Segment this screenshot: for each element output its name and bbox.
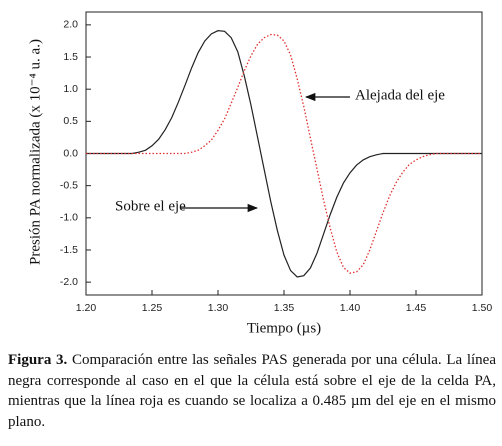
y-tick-label: 0.5 xyxy=(63,115,78,127)
series-line xyxy=(86,30,482,278)
y-tick-label: -1.0 xyxy=(60,212,78,224)
x-tick-label: 1.25 xyxy=(142,302,163,314)
x-tick-label: 1.20 xyxy=(76,302,97,314)
caption-text: Comparación entre las señales PAS genera… xyxy=(8,352,496,430)
y-tick-label: -1.5 xyxy=(60,244,78,256)
x-tick-label: 1.40 xyxy=(340,302,361,314)
y-tick-label: -0.5 xyxy=(60,179,78,191)
y-tick-label: 1.5 xyxy=(63,51,78,63)
x-axis-label: Tiempo (µs) xyxy=(247,320,321,336)
y-tick-label: -2.0 xyxy=(60,276,78,288)
x-tick-label: 1.50 xyxy=(472,302,493,314)
x-tick-label: 1.30 xyxy=(208,302,229,314)
caption-label: Figura 3. xyxy=(8,352,68,368)
chart: Tiempo (µs) Presión PA normalizada (x 10… xyxy=(27,11,493,336)
y-tick-label: 2.0 xyxy=(63,19,78,31)
y-axis-label: Presión PA normalizada (x 10⁻⁴ u. a.) xyxy=(27,39,43,265)
y-tick-label: 1.0 xyxy=(63,83,78,95)
annotation: Alejada del eje xyxy=(355,87,445,103)
caption: Figura 3. Comparación entre las señales … xyxy=(8,350,496,432)
x-tick-label: 1.35 xyxy=(274,302,295,314)
annotation: Sobre el eje xyxy=(115,198,186,214)
x-tick-label: 1.45 xyxy=(406,302,427,314)
y-tick-label: 0.0 xyxy=(63,147,78,159)
